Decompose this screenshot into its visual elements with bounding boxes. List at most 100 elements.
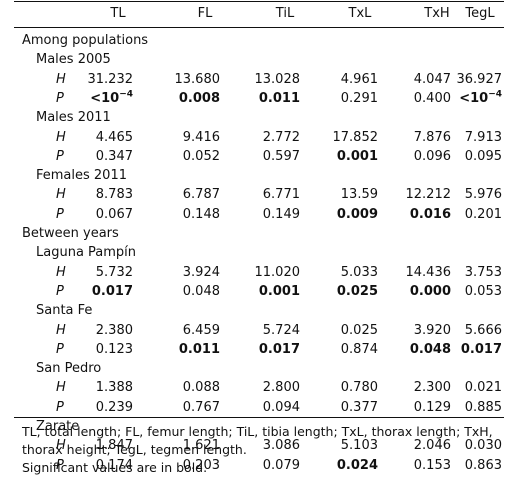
cell-value: 5.103 bbox=[340, 438, 378, 454]
cell-value: 0.377 bbox=[340, 399, 378, 415]
cell-value: 0.001 bbox=[336, 148, 378, 164]
group-heading: Zarate bbox=[0, 417, 510, 436]
cell-value: 0.025 bbox=[340, 322, 378, 338]
row-label: Among populations bbox=[22, 33, 149, 48]
table-cell: 5.976 bbox=[465, 185, 502, 204]
cell-value: 0.067 bbox=[95, 206, 133, 222]
cell-value: 0.021 bbox=[464, 380, 502, 396]
table-cell: 0.095 bbox=[465, 147, 502, 166]
table-row: P 0.067 0.148 0.149 0.009 0.016 0.201 bbox=[0, 205, 510, 224]
statistic-label: P bbox=[56, 206, 64, 222]
table-cell: 0.048 bbox=[183, 282, 220, 301]
section-heading: Among populations bbox=[0, 31, 510, 50]
table-cell: 0.011 bbox=[259, 89, 300, 108]
cell-value: 1.621 bbox=[182, 438, 220, 454]
cell-value: 4.047 bbox=[413, 71, 451, 87]
table-cell: 3.924 bbox=[183, 263, 220, 282]
cell-value: 1.388 bbox=[95, 380, 133, 396]
cell-value: 0.123 bbox=[95, 341, 133, 357]
statistic-label: H bbox=[56, 264, 66, 280]
table-cell: 2.300 bbox=[414, 378, 451, 397]
table-row: P 0.123 0.011 0.017 0.874 0.048 0.017 bbox=[0, 340, 510, 359]
cell-value: 0.096 bbox=[413, 148, 451, 164]
table-cell: 0.088 bbox=[183, 378, 220, 397]
statistic-label: H bbox=[56, 129, 66, 145]
table-cell: 7.913 bbox=[465, 128, 502, 147]
table-cell: 3.920 bbox=[414, 321, 451, 340]
cell-value: 0.291 bbox=[340, 90, 378, 106]
table-cell: 0.016 bbox=[410, 205, 451, 224]
table-cell: 13.028 bbox=[255, 70, 301, 89]
cell-value: 11.020 bbox=[254, 264, 301, 280]
cell-value: 31.232 bbox=[87, 71, 134, 87]
row-label: Males 2005 bbox=[36, 52, 111, 68]
table-cell: 1.621 bbox=[183, 436, 220, 455]
group-heading: Males 2011 bbox=[0, 108, 510, 127]
cell-value: 0.347 bbox=[95, 148, 133, 164]
cell-value: 0.780 bbox=[340, 380, 378, 396]
cell-value: 6.459 bbox=[182, 322, 220, 338]
cell-value: 0.025 bbox=[336, 283, 378, 299]
table-bottom-rule bbox=[14, 417, 504, 418]
cell-value: 0.767 bbox=[182, 399, 220, 415]
column-header-txl: TxL bbox=[348, 6, 372, 21]
table-cell: 12.212 bbox=[406, 185, 452, 204]
cell-value: 0.174 bbox=[95, 457, 133, 473]
table-cell: 0.400 bbox=[414, 89, 451, 108]
table-cell: 0.008 bbox=[179, 89, 220, 108]
table-cell: 0.053 bbox=[465, 282, 502, 301]
table-cell: 0.347 bbox=[96, 147, 133, 166]
cell-value: 6.771 bbox=[262, 187, 300, 203]
cell-value: 0.017 bbox=[258, 341, 300, 357]
table-row: H 31.232 13.680 13.028 4.961 4.047 36.927 bbox=[0, 70, 510, 89]
table-cell: 5.724 bbox=[263, 321, 300, 340]
cell-value: 0.048 bbox=[409, 341, 451, 357]
table-top-rule bbox=[14, 1, 504, 2]
row-label: Females 2011 bbox=[36, 168, 127, 184]
table-cell: <10−4 bbox=[459, 89, 502, 108]
table-cell: 0.239 bbox=[96, 398, 133, 417]
cell-value: 0.053 bbox=[464, 283, 502, 299]
table-row: P 0.174 0.203 0.079 0.024 0.153 0.863 bbox=[0, 456, 510, 475]
cell-value: 0.024 bbox=[336, 457, 378, 473]
column-header-tegl: TegL bbox=[465, 6, 495, 21]
cell-value: 1.847 bbox=[95, 438, 133, 454]
row-label: Laguna Pampín bbox=[36, 245, 137, 261]
footnote-significance: Significant values are in bold. bbox=[22, 460, 208, 475]
table-row: P 0.347 0.052 0.597 0.001 0.096 0.095 bbox=[0, 147, 510, 166]
table-row: H 8.783 6.787 6.771 13.59 12.212 5.976 bbox=[0, 185, 510, 204]
cell-value: 0.095 bbox=[464, 148, 502, 164]
table-header-rule bbox=[14, 27, 504, 28]
cell-exponent: −4 bbox=[488, 89, 502, 100]
cell-value: 2.300 bbox=[413, 380, 451, 396]
cell-value: 6.787 bbox=[182, 187, 220, 203]
cell-value: 13.028 bbox=[254, 71, 301, 87]
table-cell: 0.874 bbox=[341, 340, 378, 359]
table-cell: 14.436 bbox=[406, 263, 452, 282]
cell-value: 2.800 bbox=[262, 380, 300, 396]
table-cell: 5.732 bbox=[96, 263, 133, 282]
cell-value: 0.017 bbox=[91, 283, 133, 299]
table-cell: 0.129 bbox=[414, 398, 451, 417]
statistic-label: P bbox=[56, 283, 64, 299]
table-cell: 0.291 bbox=[341, 89, 378, 108]
cell-value: 14.436 bbox=[405, 264, 452, 280]
row-label: San Pedro bbox=[36, 361, 102, 377]
table-row: H 5.732 3.924 11.020 5.033 14.436 3.753 bbox=[0, 263, 510, 282]
table-cell: 0.017 bbox=[259, 340, 300, 359]
statistic-label: P bbox=[56, 399, 64, 415]
cell-value: 0.149 bbox=[262, 206, 300, 222]
table-cell: 0.017 bbox=[461, 340, 502, 359]
column-header-til: TiL bbox=[275, 6, 295, 21]
row-label: Males 2011 bbox=[36, 110, 111, 126]
table-cell: 0.767 bbox=[183, 398, 220, 417]
table-row: P 0.239 0.767 0.094 0.377 0.129 0.885 bbox=[0, 398, 510, 417]
cell-value: 8.783 bbox=[95, 187, 133, 203]
table-row: P 0.017 0.048 0.001 0.025 0.000 0.053 bbox=[0, 282, 510, 301]
group-heading: Santa Fe bbox=[0, 301, 510, 320]
cell-value: 2.380 bbox=[95, 322, 133, 338]
table-cell: 0.030 bbox=[465, 436, 502, 455]
cell-value: 3.086 bbox=[262, 438, 300, 454]
table-cell: 0.009 bbox=[337, 205, 378, 224]
table-cell: 0.011 bbox=[179, 340, 220, 359]
